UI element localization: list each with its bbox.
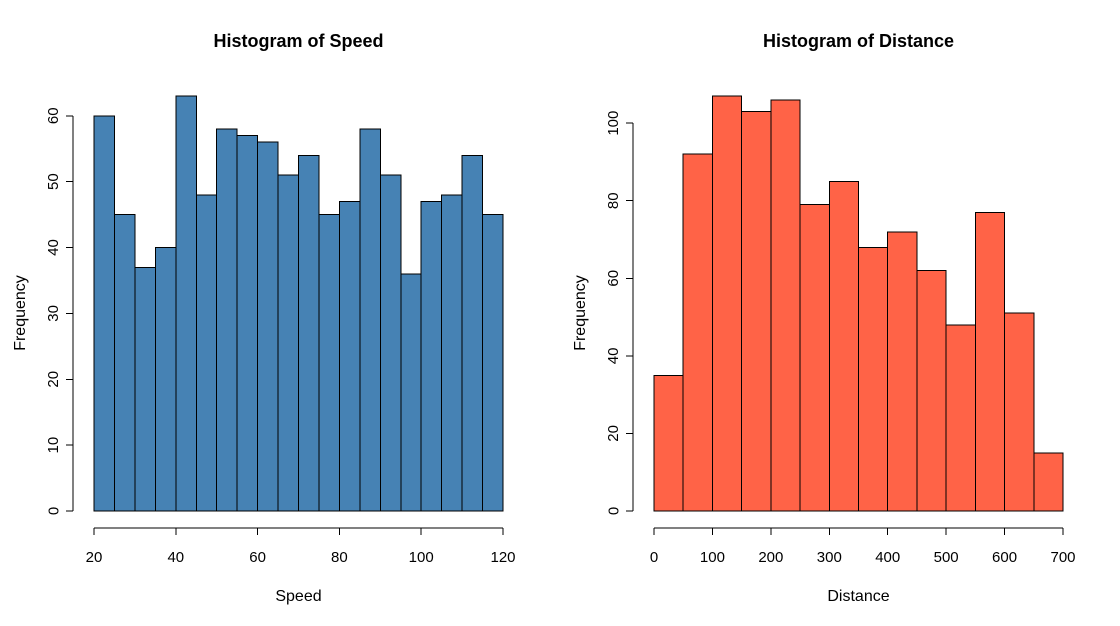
chart-title: Histogram of Distance: [762, 31, 955, 51]
x-tick-label: 200: [758, 549, 783, 566]
histogram-bar: [916, 270, 947, 512]
y-tick-label: 20: [45, 371, 62, 388]
histogram-bar: [154, 247, 177, 512]
histogram-bar: [653, 374, 684, 512]
histogram-bar: [134, 266, 156, 512]
x-tick-label: 20: [86, 549, 103, 566]
histogram-bar: [974, 211, 1006, 512]
x-axis-label: Distance: [827, 588, 890, 605]
y-tick-label: 50: [45, 173, 62, 190]
x-axis-label: Speed: [275, 588, 322, 605]
histogram-bar: [298, 154, 320, 512]
histogram-bar: [828, 180, 860, 512]
histogram-bar: [1004, 312, 1035, 512]
plot-area: 20 40 60 80 100 120 0 10 20 30 40 50 60: [45, 95, 516, 566]
histogram-bar: [420, 200, 443, 512]
histogram-distance-chart: Histogram of Distance Frequency Distance…: [560, 0, 1120, 626]
y-tick-label: 0: [45, 507, 62, 515]
x-tick-label: 60: [249, 549, 266, 566]
histogram-bar: [318, 214, 340, 512]
histogram-bar: [216, 128, 238, 512]
y-tick-label: 60: [45, 107, 62, 124]
histogram-bar: [441, 194, 463, 512]
y-tick-label: 30: [45, 305, 62, 322]
y-tick-label: 40: [45, 239, 62, 256]
histogram-bar: [236, 135, 259, 512]
histogram-bar: [858, 246, 889, 512]
x-tick-label: 700: [1050, 549, 1075, 566]
y-tick-label: 10: [45, 437, 62, 454]
histogram-bar: [379, 174, 402, 512]
y-tick-label: 80: [605, 192, 622, 209]
histogram-speed-chart: Histogram of Speed Frequency Speed 20 40 6…: [12, 31, 516, 605]
y-tick-label: 40: [605, 348, 622, 365]
histogram-bar: [257, 141, 279, 512]
y-tick-label: 20: [605, 425, 622, 442]
y-tick-label: 0: [605, 507, 622, 515]
x-tick-label: 80: [331, 549, 348, 566]
histogram-bar: [175, 95, 197, 512]
y-tick-label: 60: [605, 270, 622, 287]
x-tick-label: 500: [934, 549, 959, 566]
histogram-bar: [400, 273, 422, 512]
histogram-bar: [277, 174, 299, 512]
histogram-bar: [887, 231, 918, 512]
histogram-bar: [338, 200, 361, 512]
histogram-bar: [945, 324, 976, 512]
histogram-bar: [682, 153, 713, 512]
histogram-bar: [93, 115, 115, 512]
x-tick-label: 600: [992, 549, 1017, 566]
x-tick-label: 120: [490, 549, 515, 566]
x-tick-label: 0: [650, 549, 658, 566]
chart-title: Histogram of Speed: [213, 31, 384, 51]
histogram-bar: [770, 99, 801, 512]
histogram-bar: [741, 111, 772, 512]
histogram-bar: [799, 204, 830, 512]
x-tick-label: 40: [167, 549, 184, 566]
x-tick-label: 100: [700, 549, 725, 566]
x-tick-label: 100: [409, 549, 434, 566]
plot-area: 0 100 200 300 400 500 600 700 0 20 40 60 80 100: [605, 95, 1076, 566]
histogram-bar: [359, 128, 381, 512]
y-tick-label: 100: [605, 111, 622, 136]
histogram-bar: [113, 214, 136, 512]
histogram-bar: [195, 194, 218, 512]
x-tick-label: 300: [817, 549, 842, 566]
histogram-bar: [1033, 452, 1064, 512]
histogram-bar: [461, 154, 484, 512]
histogram-bar: [482, 214, 504, 512]
x-tick-label: 400: [875, 549, 900, 566]
histogram-bar: [711, 95, 743, 512]
